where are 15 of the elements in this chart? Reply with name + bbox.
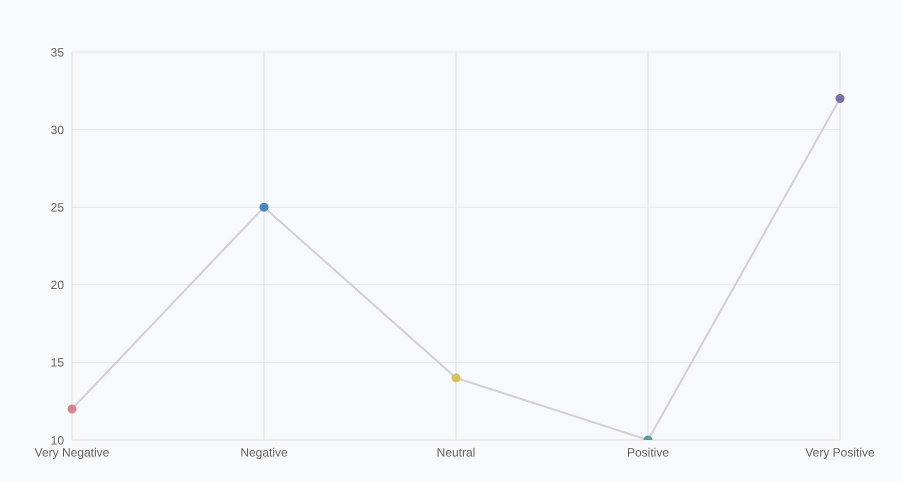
y-tick-label: 20	[50, 278, 64, 292]
x-tick-label: Positive	[626, 446, 670, 460]
y-tick-label: 10	[50, 433, 64, 448]
x-tick-label: Very Positive	[805, 446, 875, 460]
point	[68, 404, 76, 414]
x-tick-label: Negative	[240, 446, 288, 460]
y-tick-label: 25	[50, 200, 64, 214]
x-tick-label: Very Negative	[34, 446, 110, 460]
point	[836, 94, 844, 104]
y-tick-label: 35	[50, 45, 64, 60]
point	[452, 373, 460, 382]
point	[260, 202, 268, 212]
x-tick-label: Neutral	[436, 446, 476, 460]
y-tick-label: 15	[50, 356, 64, 370]
y-tick-label: 30	[50, 122, 64, 137]
